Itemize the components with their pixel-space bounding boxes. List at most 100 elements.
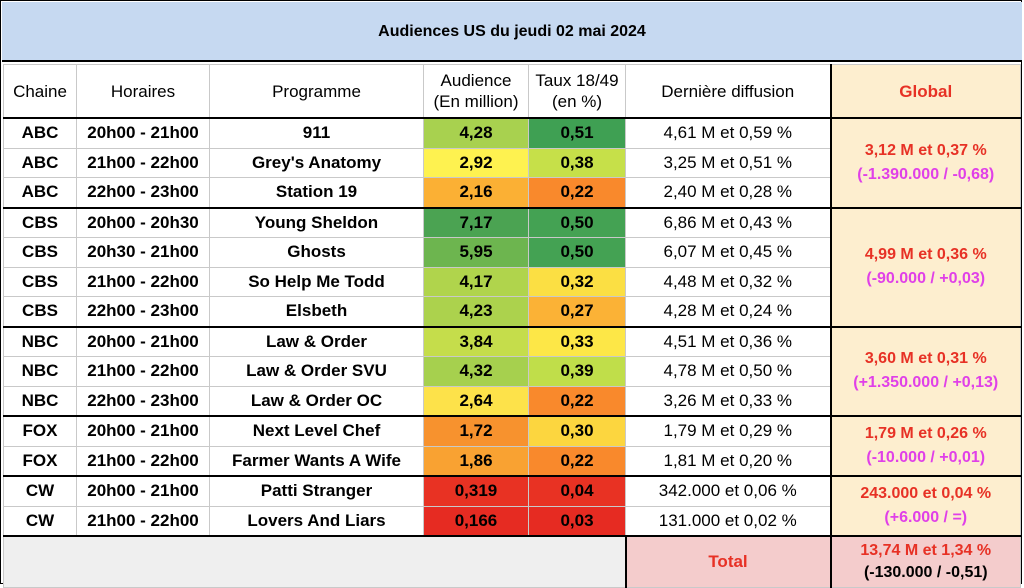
program-cell: Grey's Anatomy — [209, 147, 424, 178]
rate-cell: 0,03 — [528, 505, 626, 537]
channel-cell: CBS — [3, 296, 77, 327]
audience-cell: 0,319 — [423, 475, 529, 507]
audience-cell: 2,16 — [423, 177, 529, 208]
audience-cell: 7,17 — [423, 206, 529, 238]
last-broadcast-cell: 2,40 M et 0,28 % — [625, 177, 831, 208]
channel-cell: NBC — [3, 356, 77, 387]
channel-cell: CW — [3, 475, 77, 507]
table-row: NBC 22h00 - 23h00 Law & Order OC 2,64 0,22 3,… — [3, 385, 1021, 417]
audience-cell: 2,92 — [423, 147, 529, 178]
table-row: CBS 20h00 - 20h30 Young Sheldon 7,17 0,50 6,8… — [3, 206, 1021, 327]
time-cell: 21h00 - 22h00 — [76, 147, 210, 178]
time-cell: 22h00 - 23h00 — [76, 296, 210, 327]
program-cell: 911 — [209, 117, 424, 149]
program-cell: Next Level Chef — [209, 415, 424, 447]
header-time: Horaires — [76, 64, 210, 119]
header-rate-line2: (en %) — [551, 92, 603, 111]
program-cell: Ghosts — [209, 237, 424, 268]
rate-cell: 0,50 — [528, 237, 626, 268]
channel-cell: NBC — [3, 325, 77, 357]
rate-cell: 0,38 — [528, 147, 626, 178]
program-cell: Law & Order — [209, 325, 424, 357]
last-broadcast-cell: 4,61 M et 0,59 % — [625, 117, 831, 149]
time-cell: 22h00 - 23h00 — [76, 177, 210, 208]
last-broadcast-cell: 6,86 M et 0,43 % — [625, 206, 831, 238]
program-cell: So Help Me Todd — [209, 266, 424, 297]
time-cell: 21h00 - 22h00 — [76, 266, 210, 297]
global-fox-diff: (-10.000 / +0,01) — [866, 449, 986, 466]
global-fox-main: 1,79 M et 0,26 % — [864, 425, 987, 442]
header-global: Global — [829, 64, 1021, 119]
table-row: CW 21h00 - 22h00 Lovers And Liars 0,166 0,03… — [3, 505, 1021, 537]
global-nbc-diff: (+1.350.000 / +0,13) — [853, 374, 999, 392]
table-row: FOX 21h00 - 22h00 Farmer Wants A Wife 1,86 0… — [3, 445, 1021, 477]
channel-cell: FOX — [3, 415, 77, 447]
last-broadcast-cell: 3,26 M et 0,33 % — [625, 385, 831, 417]
header-rate-line1: Taux 18/49 — [535, 71, 619, 90]
program-cell: Lovers And Liars — [209, 505, 424, 537]
table-row: NBC 20h00 - 21h00 Law & Order 3,84 0,33 4,51 … — [3, 325, 1021, 417]
time-cell: 21h00 - 22h00 — [76, 356, 210, 387]
total-value: 13,74 M et 1,34 % (-130.000 / -0,51) — [829, 535, 1021, 588]
channel-cell: ABC — [3, 117, 77, 149]
global-cw-diff: (+6.000 / =) — [884, 509, 968, 526]
program-cell: Patti Stranger — [209, 475, 424, 507]
time-cell: 20h00 - 21h00 — [76, 325, 210, 357]
header-audience: Audience (En million) — [423, 64, 529, 119]
channel-cell: CBS — [3, 266, 77, 297]
time-cell: 20h30 - 21h00 — [76, 237, 210, 268]
table-row: CBS 21h00 - 22h00 So Help Me Todd 4,17 0,32 4… — [3, 266, 1021, 297]
last-broadcast-cell: 4,78 M et 0,50 % — [625, 356, 831, 387]
last-broadcast-cell: 1,81 M et 0,20 % — [625, 445, 831, 477]
header-channel: Chaine — [3, 64, 77, 119]
table-row: FOX 20h00 - 21h00 Next Level Chef 1,72 0,30 1… — [3, 415, 1021, 477]
audience-cell: 4,17 — [423, 266, 529, 297]
global-abc-main: 3,12 M et 0,37 % — [864, 141, 987, 159]
rate-cell: 0,04 — [528, 475, 626, 507]
table-body: ABC 20h00 - 21h00 911 4,28 0,51 4,61 M et 0,5… — [3, 117, 1021, 588]
audience-cell: 5,95 — [423, 237, 529, 268]
rate-cell: 0,30 — [528, 415, 626, 447]
total-blank-cell — [3, 535, 626, 588]
total-diff: (-130.000 / -0,51) — [863, 564, 988, 581]
rate-cell: 0,22 — [528, 385, 626, 417]
program-cell: Law & Order SVU — [209, 356, 424, 387]
page-title: Audiences US du jeudi 02 mai 2024 — [2, 2, 1022, 62]
global-fox-cell: 1,79 M et 0,26 % (-10.000 / +0,01) — [829, 415, 1021, 477]
audience-cell: 2,64 — [423, 385, 529, 417]
channel-cell: ABC — [3, 147, 77, 178]
last-broadcast-cell: 131.000 et 0,02 % — [625, 505, 831, 537]
last-broadcast-cell: 6,07 M et 0,45 % — [625, 237, 831, 268]
audience-cell: 4,23 — [423, 296, 529, 327]
channel-cell: FOX — [3, 445, 77, 477]
time-cell: 20h00 - 21h00 — [76, 415, 210, 447]
global-cw-main: 243.000 et 0,04 % — [860, 485, 992, 502]
global-abc-cell: 3,12 M et 0,37 % (-1.390.000 / -0,68) — [829, 117, 1021, 208]
time-cell: 22h00 - 23h00 — [76, 385, 210, 417]
header-audience-line2: (En million) — [433, 92, 519, 111]
last-broadcast-cell: 4,48 M et 0,32 % — [625, 266, 831, 297]
audience-cell: 4,28 — [423, 117, 529, 149]
program-cell: Station 19 — [209, 177, 424, 208]
rate-cell: 0,50 — [528, 206, 626, 238]
header-rate: Taux 18/49 (en %) — [528, 64, 626, 119]
last-broadcast-cell: 342.000 et 0,06 % — [625, 475, 831, 507]
table-row: NBC 21h00 - 22h00 Law & Order SVU 4,32 0,39 4… — [3, 356, 1021, 387]
rate-cell: 0,33 — [528, 325, 626, 357]
global-abc-diff: (-1.390.000 / -0,68) — [857, 165, 995, 183]
rate-cell: 0,22 — [528, 445, 626, 477]
audience-table: Chaine Horaires Programme Audience (En mi… — [3, 64, 1021, 588]
program-cell: Young Sheldon — [209, 206, 424, 238]
rate-cell: 0,51 — [528, 117, 626, 149]
table-row: ABC 20h00 - 21h00 911 4,28 0,51 4,61 M et 0,5… — [3, 117, 1021, 208]
rate-cell: 0,27 — [528, 296, 626, 327]
channel-cell: CW — [3, 505, 77, 537]
rate-cell: 0,32 — [528, 266, 626, 297]
channel-cell: NBC — [3, 385, 77, 417]
program-cell: Law & Order OC — [209, 385, 424, 417]
program-cell: Farmer Wants A Wife — [209, 445, 424, 477]
total-label: Total — [624, 535, 831, 588]
table-row: ABC 22h00 - 23h00 Station 19 2,16 0,22 2,40 M… — [3, 177, 1021, 208]
audience-cell: 1,72 — [423, 415, 529, 447]
